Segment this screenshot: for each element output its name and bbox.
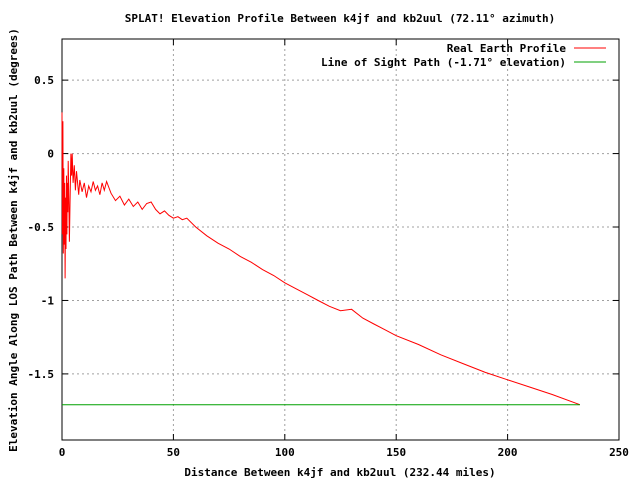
legend-label: Line of Sight Path (-1.71° elevation) <box>321 56 566 69</box>
plot-area <box>61 38 620 441</box>
chart-title: SPLAT! Elevation Profile Between k4jf an… <box>125 12 555 25</box>
x-tick-label: 100 <box>275 446 295 459</box>
y-tick-label: -1 <box>41 294 55 307</box>
grid-lines <box>62 39 619 440</box>
y-tick-label: 0 <box>47 148 54 161</box>
legend-label: Real Earth Profile <box>447 42 567 55</box>
y-tick-label: -1.5 <box>28 368 55 381</box>
y-tick-label: -0.5 <box>28 221 55 234</box>
x-tick-label: 150 <box>386 446 406 459</box>
x-tick-label: 200 <box>498 446 518 459</box>
x-tick-label: 250 <box>609 446 629 459</box>
y-axis-label: Elevation Angle Along LOS Path Between k… <box>7 28 20 452</box>
series-line-1 <box>61 112 581 406</box>
axis-ticks: 0 50 100 150 200 250 0.5 0 -0.5 -1 -1.5 <box>28 39 629 459</box>
series-lines <box>61 112 581 406</box>
y-tick-label: 0.5 <box>34 74 54 87</box>
x-tick-label: 50 <box>167 446 180 459</box>
x-tick-label: 0 <box>59 446 66 459</box>
x-axis-label: Distance Between k4jf and kb2uul (232.44… <box>184 466 495 479</box>
